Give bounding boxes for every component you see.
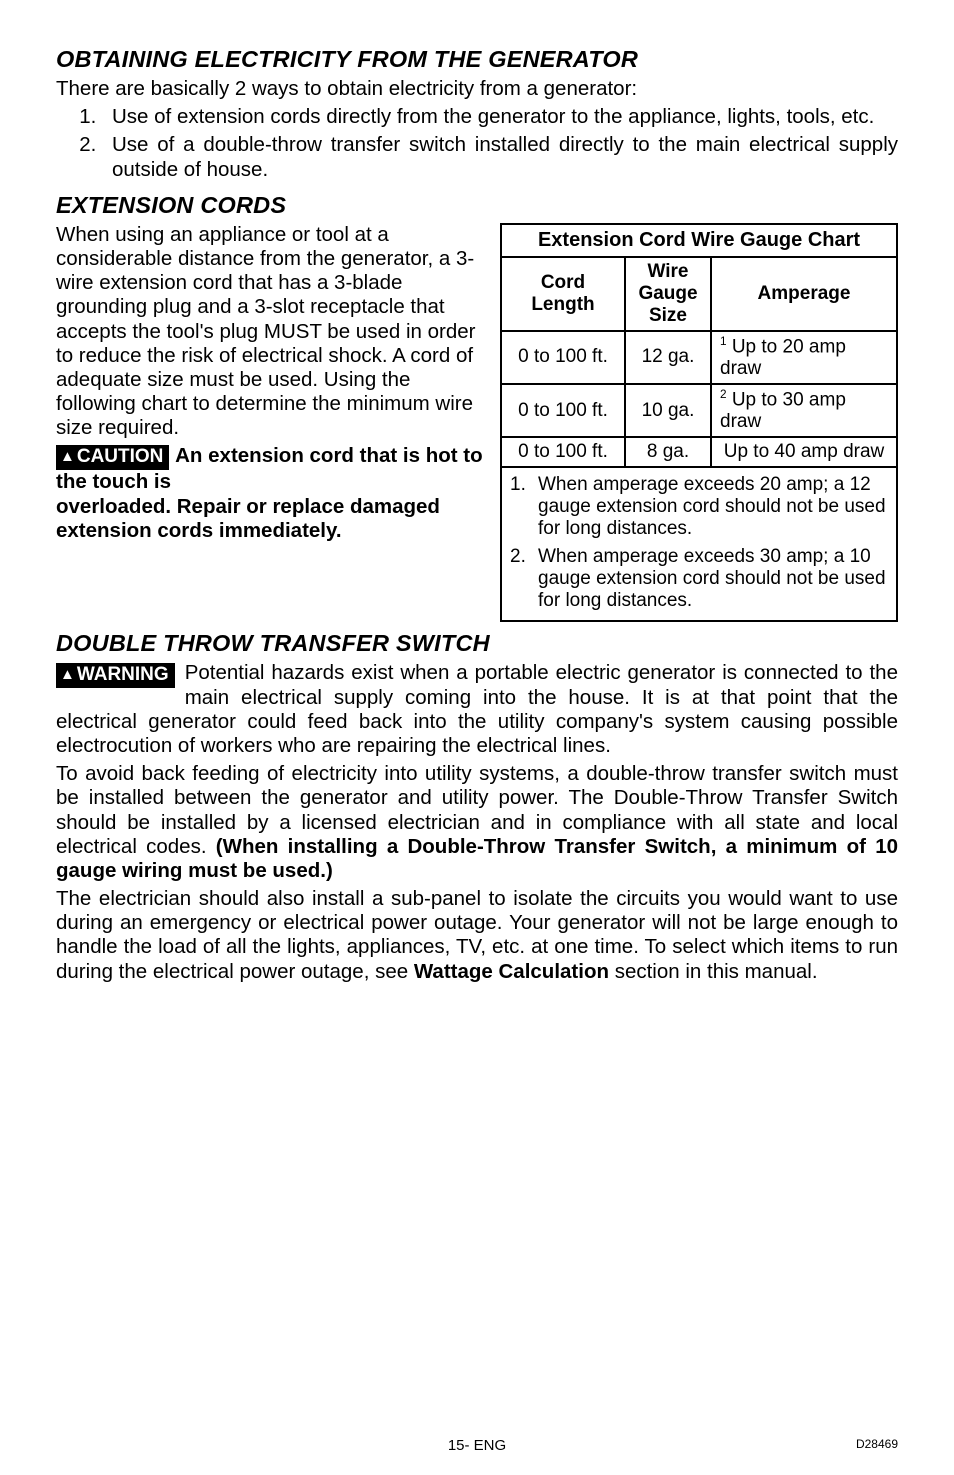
table-title: Extension Cord Wire Gauge Chart [501,224,897,257]
section-heading: DOUBLE THROW TRANSFER SWITCH [56,630,898,657]
warning-triangle-icon: ▲ [60,448,75,465]
footnote-text: When amperage exceeds 30 amp; a 10 gauge… [538,546,888,612]
table-footnotes: 1. When amperage exceeds 20 amp; a 12 ga… [501,467,897,621]
warning-para-1: Potential hazards exist when a portable … [56,661,898,757]
cell-amp: Up to 40 amp draw [711,437,897,467]
footnote-num: 2. [510,546,538,612]
footnote-num: 1. [510,474,538,540]
caution-badge: ▲CAUTION [56,445,169,470]
warning-block: ▲WARNING Potential hazards exist when a … [56,661,898,758]
amp-text: Up to 30 amp draw [720,389,846,432]
cell-amp: 2 Up to 30 amp draw [711,384,897,437]
cell-length: 0 to 100 ft. [501,437,625,467]
table-header-cord: Cord Length [501,257,625,331]
obtain-list: Use of extension cords directly from the… [56,105,898,182]
footnote-text: When amperage exceeds 20 amp; a 12 gauge… [538,474,888,540]
cell-amp: 1 Up to 20 amp draw [711,331,897,384]
table-header-amp: Amperage [711,257,897,331]
warning-triangle-icon: ▲ [60,666,75,683]
caution-badge-text: CAUTION [77,446,164,467]
amp-text: Up to 20 amp draw [720,336,846,379]
extension-cord-para: When using an appliance or tool at a con… [56,223,490,441]
body-para: The electrician should also install a su… [56,887,898,984]
table-row: 0 to 100 ft. 10 ga. 2 Up to 30 amp draw [501,384,897,437]
caution-block: ▲CAUTION An extension cord that is hot t… [56,444,490,542]
warning-badge-text: WARNING [77,664,169,685]
table-header-wire: Wire Gauge Size [625,257,711,331]
page-footer: 15- ENG D28469 [0,1437,954,1451]
cell-gauge: 8 ga. [625,437,711,467]
list-item: Use of extension cords directly from the… [102,105,898,129]
section-heading: EXTENSION CORDS [56,192,898,219]
table-row: 0 to 100 ft. 12 ga. 1 Up to 20 amp draw [501,331,897,384]
body-para: To avoid back feeding of electricity int… [56,762,898,883]
table-row: 0 to 100 ft. 8 ga. Up to 40 amp draw [501,437,897,467]
para-text: section in this manual. [609,960,818,983]
para-bold: Wattage Calculation [414,960,609,983]
list-item: Use of a double-throw transfer switch in… [102,133,898,181]
section-heading: OBTAINING ELECTRICITY FROM THE GENERATOR [56,46,898,73]
cell-length: 0 to 100 ft. [501,331,625,384]
extension-cord-table: Extension Cord Wire Gauge Chart Cord Len… [500,223,898,623]
caution-text-2: overloaded. Repair or replace damaged ex… [56,495,440,542]
cell-gauge: 10 ga. [625,384,711,437]
page-number: 15- ENG [0,1437,954,1454]
cell-length: 0 to 100 ft. [501,384,625,437]
cell-gauge: 12 ga. [625,331,711,384]
intro-para: There are basically 2 ways to obtain ele… [56,77,898,101]
amp-text: Up to 40 amp draw [724,441,885,462]
warning-badge: ▲WARNING [56,663,175,688]
